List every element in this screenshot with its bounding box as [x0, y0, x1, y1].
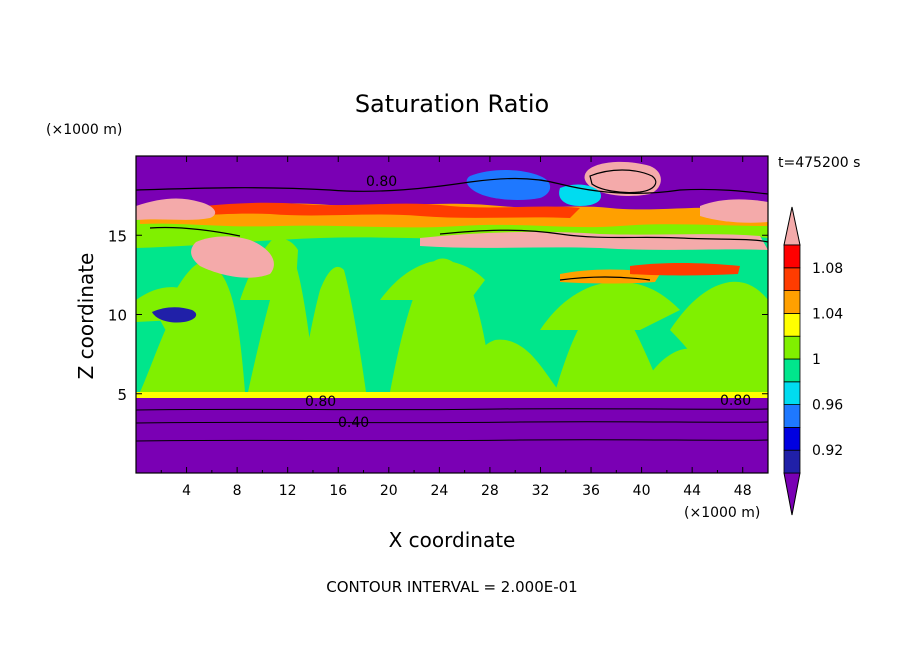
colorbar: 1.08 1.04 1 0.96 0.92 — [783, 206, 843, 516]
y-tick-label: 15 — [108, 227, 127, 245]
colorbar-label: 1.08 — [812, 261, 843, 277]
x-axis-title: X coordinate — [389, 528, 516, 552]
colorbar-label: 1 — [812, 352, 821, 368]
colorbar-box — [783, 358, 801, 383]
colorbar-box — [783, 290, 801, 314]
x-tick-label: 44 — [683, 483, 701, 499]
x-tick-label: 24 — [430, 483, 448, 499]
plume — [380, 260, 485, 300]
x-axis-ticks: 4 8 12 16 20 24 28 32 36 40 44 48 — [160, 156, 752, 499]
contour-line — [559, 276, 651, 281]
contour-line — [136, 408, 768, 411]
time-label: t=475200 s — [778, 155, 860, 171]
contour-label: 0.80 — [720, 393, 751, 409]
colorbar-box — [783, 381, 801, 405]
x-tick-label: 12 — [279, 483, 297, 499]
pink-patch-right — [700, 199, 768, 223]
lower-contours — [136, 408, 768, 442]
pink-patch-left — [191, 236, 274, 278]
pink-cloud-top — [584, 161, 661, 196]
x-tick-label: 40 — [633, 483, 651, 499]
colorbar-box — [783, 244, 801, 269]
x-tick-label: 28 — [481, 483, 499, 499]
x-tick-label: 8 — [233, 483, 242, 499]
x-unit-label: (×1000 m) — [684, 505, 760, 521]
plume — [450, 339, 560, 392]
y-tick-label: 5 — [117, 386, 127, 404]
contour-line — [136, 421, 768, 424]
contour-label: 0.80 — [305, 394, 336, 410]
yellow-base-line — [136, 392, 768, 398]
contour-line — [136, 439, 768, 442]
plume — [248, 254, 316, 392]
contour-line — [589, 169, 657, 194]
cloud-contours — [136, 169, 768, 281]
y-unit-label: (×1000 m) — [46, 122, 122, 138]
x-tick-label: 36 — [582, 483, 600, 499]
chart-title: Saturation Ratio — [355, 90, 549, 118]
plot-area — [136, 156, 768, 473]
colorbar-bottom-arrow — [783, 472, 801, 516]
x-tick-label: 48 — [734, 483, 752, 499]
blue-patch — [466, 170, 551, 200]
y-axis-title: Z coordinate — [74, 253, 98, 380]
plume — [540, 281, 680, 330]
plume — [300, 266, 366, 392]
colorbar-top-arrow — [783, 206, 801, 246]
y-tick-label: 10 — [108, 307, 127, 325]
blue-lens — [152, 307, 197, 323]
x-tick-label: 16 — [329, 483, 347, 499]
colorbar-label: 0.92 — [812, 443, 843, 459]
colorbar-box — [783, 426, 801, 451]
colorbar-label: 0.96 — [812, 398, 843, 414]
x-tick-label: 32 — [532, 483, 550, 499]
x-tick-label: 20 — [380, 483, 398, 499]
green-plumes — [136, 238, 768, 392]
colorbar-box — [783, 335, 801, 360]
contour-label: 0.40 — [338, 415, 369, 431]
colorbar-box — [783, 312, 801, 337]
colorbar-box — [783, 449, 801, 474]
y-axis-ticks: 5 10 15 — [108, 227, 768, 404]
contour-line — [439, 229, 768, 243]
plume — [670, 281, 768, 392]
contour-line — [136, 177, 768, 195]
pink-band-mid — [420, 231, 768, 250]
pink-layer-west — [136, 198, 216, 220]
contour-label: 0.80 — [366, 174, 397, 190]
contour-interval-footer: CONTOUR INTERVAL = 2.000E-01 — [326, 578, 577, 596]
red-layer — [150, 202, 580, 218]
x-tick-label: 4 — [182, 483, 191, 499]
contour-line — [149, 226, 241, 237]
colorbar-box — [783, 404, 801, 428]
colorbar-box — [783, 267, 801, 291]
colorbar-label: 1.04 — [812, 306, 843, 322]
plume — [160, 261, 245, 392]
red-midlevel — [630, 263, 740, 276]
